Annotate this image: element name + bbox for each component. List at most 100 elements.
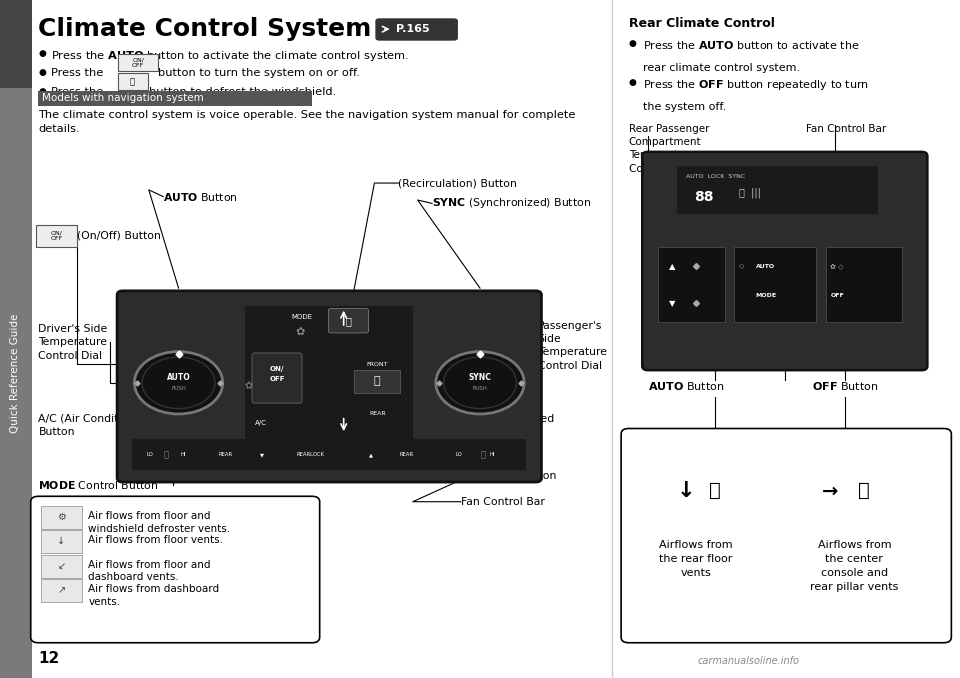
- Text: LO: LO: [455, 452, 463, 457]
- Text: (Rear Window
Defogger/Heated
Mirror’) Button: (Rear Window Defogger/Heated Mirror’) Bu…: [461, 401, 555, 437]
- Circle shape: [436, 352, 524, 414]
- Text: 🚗: 🚗: [346, 316, 351, 325]
- FancyBboxPatch shape: [31, 496, 320, 643]
- Text: $\bf{AUTO}$ Button: $\bf{AUTO}$ Button: [648, 380, 725, 392]
- Text: Press the: Press the: [51, 68, 107, 78]
- Text: Air flows from floor vents.: Air flows from floor vents.: [88, 535, 224, 545]
- Text: ▼: ▼: [669, 299, 675, 308]
- Text: SYNC: SYNC: [468, 373, 492, 382]
- Text: Press the $\bf{AUTO}$ button to activate the climate control system.: Press the $\bf{AUTO}$ button to activate…: [51, 49, 409, 63]
- Text: Airflows from
the center
console and
rear pillar vents: Airflows from the center console and rea…: [810, 540, 899, 592]
- Text: Rear Passenger
Compartment
Temperature
Control Bar: Rear Passenger Compartment Temperature C…: [629, 124, 709, 174]
- Text: $\bf{AUTO}$ Button: $\bf{AUTO}$ Button: [163, 191, 238, 203]
- FancyBboxPatch shape: [621, 428, 951, 643]
- Text: Driver's Side
Temperature
Control Dial: Driver's Side Temperature Control Dial: [38, 324, 108, 361]
- Text: Rear Climate Control: Rear Climate Control: [629, 17, 775, 30]
- FancyBboxPatch shape: [354, 370, 400, 393]
- Text: ●: ●: [38, 68, 46, 77]
- Text: Models with navigation system: Models with navigation system: [42, 94, 204, 103]
- Text: (On/Off) Button: (On/Off) Button: [77, 231, 160, 241]
- Text: $\bf{OFF}$ Button: $\bf{OFF}$ Button: [811, 380, 878, 392]
- Text: The climate control system is voice operable. See the navigation system manual f: The climate control system is voice oper…: [38, 110, 576, 134]
- Text: LO: LO: [146, 452, 154, 457]
- Text: ↗: ↗: [58, 586, 65, 595]
- Text: ↓: ↓: [58, 536, 65, 546]
- Text: $\bf{SYNC}$ (Synchronized) Button: $\bf{SYNC}$ (Synchronized) Button: [432, 197, 591, 210]
- Text: button to defrost the windshield.: button to defrost the windshield.: [149, 87, 336, 97]
- Text: MODE: MODE: [291, 314, 312, 320]
- Text: P.165: P.165: [396, 24, 430, 34]
- Text: →: →: [822, 481, 839, 500]
- Text: Air flows from floor and
windshield defroster vents.: Air flows from floor and windshield defr…: [88, 511, 230, 534]
- FancyBboxPatch shape: [41, 555, 82, 578]
- Text: (Windshield
Defroster) Button: (Windshield Defroster) Button: [461, 458, 556, 481]
- Text: REARLOCK: REARLOCK: [296, 452, 324, 457]
- Text: REAR: REAR: [369, 412, 386, 416]
- Text: Press the $\bf{OFF}$ button repeatedly to turn: Press the $\bf{OFF}$ button repeatedly t…: [643, 78, 869, 92]
- Text: ✿: ✿: [296, 327, 305, 336]
- Text: ●: ●: [38, 87, 46, 96]
- Text: 🔆: 🔆: [130, 77, 135, 86]
- Text: Press the $\bf{AUTO}$ button to activate the: Press the $\bf{AUTO}$ button to activate…: [643, 39, 859, 52]
- Text: ✿ ◇: ✿ ◇: [830, 263, 844, 269]
- Text: ◇: ◇: [739, 263, 745, 269]
- Text: 🌡  |||: 🌡 |||: [739, 188, 761, 198]
- Text: Fan Control Bar: Fan Control Bar: [806, 124, 887, 134]
- Bar: [826, 247, 902, 322]
- FancyBboxPatch shape: [36, 225, 77, 247]
- Bar: [677, 166, 878, 214]
- Text: 🧍: 🧍: [709, 481, 721, 500]
- Text: Passenger's
Side
Temperature
Control Dial: Passenger's Side Temperature Control Dia…: [538, 321, 607, 371]
- Text: carmanualsoline.info: carmanualsoline.info: [698, 656, 800, 666]
- Text: Air flows from floor and
dashboard vents.: Air flows from floor and dashboard vents…: [88, 560, 211, 582]
- Text: ▲: ▲: [669, 262, 675, 271]
- Text: ▲: ▲: [369, 452, 372, 457]
- Text: 🌬: 🌬: [374, 376, 380, 386]
- Bar: [0, 0, 32, 678]
- Text: ●: ●: [629, 78, 636, 87]
- Text: ▼: ▼: [260, 452, 264, 457]
- FancyBboxPatch shape: [41, 579, 82, 602]
- Text: ON/: ON/: [270, 365, 284, 372]
- Text: ON/
OFF: ON/ OFF: [132, 57, 144, 68]
- Text: ✋: ✋: [480, 450, 486, 459]
- Text: PUSH: PUSH: [472, 386, 488, 391]
- Text: 88: 88: [694, 190, 713, 204]
- Text: Quick Reference Guide: Quick Reference Guide: [11, 313, 20, 433]
- Text: Fan Control Bar: Fan Control Bar: [461, 497, 544, 506]
- Text: button to turn the system on or off.: button to turn the system on or off.: [158, 68, 360, 78]
- Text: rear climate control system.: rear climate control system.: [643, 63, 801, 73]
- Text: ⚙: ⚙: [57, 513, 66, 522]
- Bar: [734, 247, 816, 322]
- Text: AUTO  LOCK  SYNC: AUTO LOCK SYNC: [686, 174, 746, 179]
- Text: AUTO: AUTO: [167, 373, 190, 382]
- Text: Press the: Press the: [51, 87, 107, 97]
- FancyBboxPatch shape: [252, 353, 301, 403]
- Circle shape: [134, 352, 223, 414]
- Text: ✋: ✋: [163, 450, 169, 459]
- Text: (Recirculation) Button: (Recirculation) Button: [398, 178, 517, 188]
- Bar: [0, 0, 32, 88]
- FancyBboxPatch shape: [41, 530, 82, 553]
- Text: OFF: OFF: [269, 376, 285, 382]
- FancyBboxPatch shape: [118, 54, 158, 71]
- FancyBboxPatch shape: [375, 18, 458, 41]
- Bar: [245, 306, 413, 467]
- Text: ON/
OFF: ON/ OFF: [51, 231, 62, 241]
- Text: ↓: ↓: [677, 481, 696, 501]
- Text: ✿: ✿: [245, 381, 252, 391]
- Bar: [658, 247, 725, 322]
- Text: 🧍: 🧍: [858, 481, 870, 500]
- FancyBboxPatch shape: [118, 73, 148, 90]
- Text: ●: ●: [629, 39, 636, 48]
- Bar: [38, 91, 312, 106]
- Text: FRONT: FRONT: [367, 362, 388, 367]
- Text: A/C (Air Conditioning)
Button: A/C (Air Conditioning) Button: [38, 414, 156, 437]
- FancyBboxPatch shape: [642, 152, 927, 370]
- Text: HI: HI: [180, 452, 186, 457]
- Text: Climate Control System: Climate Control System: [38, 17, 372, 41]
- Bar: [132, 439, 526, 470]
- FancyBboxPatch shape: [117, 291, 541, 482]
- Text: HI: HI: [490, 452, 495, 457]
- Text: PUSH: PUSH: [171, 386, 186, 391]
